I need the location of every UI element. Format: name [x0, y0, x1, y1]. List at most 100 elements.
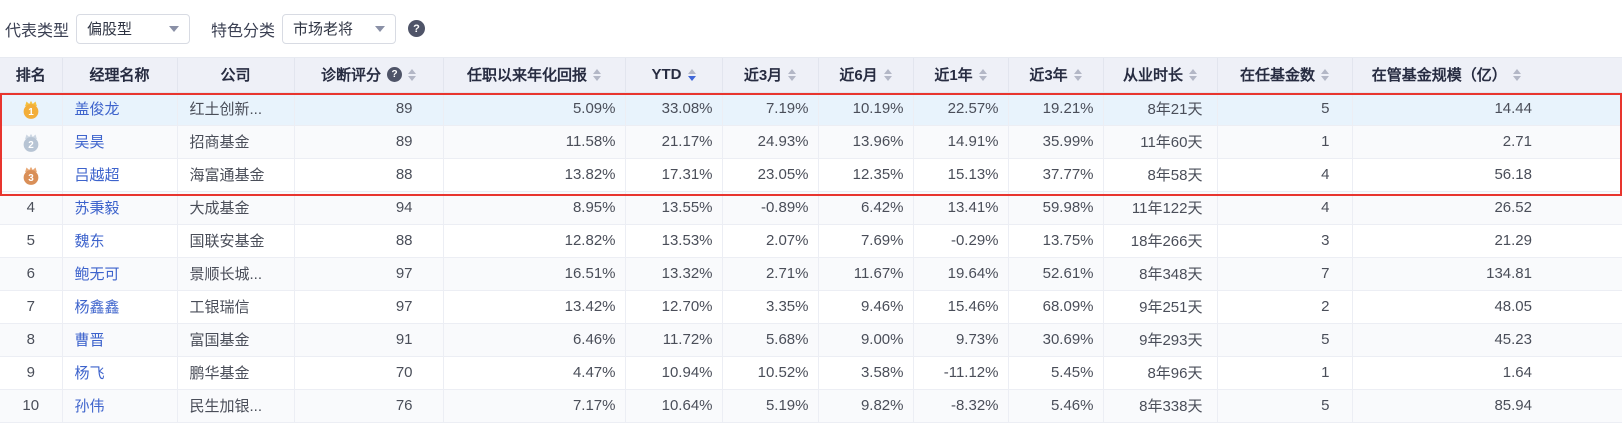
column-header-ytd[interactable]: YTD — [625, 58, 723, 93]
table-row[interactable]: 2 吴昊 招商基金 89 11.58% 21.17% 24.93% 13.96% 14.91% 3… — [0, 125, 1622, 159]
column-header-y3[interactable]: 近3年 — [1008, 58, 1104, 93]
sort-icon[interactable] — [883, 68, 892, 81]
cell-tenure: 8年58天 — [1103, 158, 1218, 192]
cell-tenure: 11年122天 — [1103, 191, 1218, 225]
column-label: 公司 — [220, 67, 251, 85]
column-label: 在管基金规模（亿） — [1371, 67, 1507, 85]
cell-company: 红土创新... — [177, 92, 295, 126]
cell-name: 吕越超 — [62, 158, 178, 192]
cell-name: 吴昊 — [62, 125, 178, 159]
cell-m6: 12.35% — [818, 158, 914, 192]
cell-m6: 6.42% — [818, 191, 914, 225]
column-header-score[interactable]: 诊断评分? — [294, 58, 444, 93]
cell-rank: 4 — [0, 191, 63, 225]
sort-icon[interactable] — [1321, 68, 1329, 81]
sort-asc-arrow-icon — [883, 68, 892, 74]
sort-icon[interactable] — [1073, 68, 1082, 81]
header-cell: 近6月 — [819, 58, 913, 92]
cell-m3: 23.05% — [722, 158, 819, 192]
cell-rank: 2 — [0, 125, 63, 159]
manager-link[interactable]: 孙伟 — [74, 398, 105, 415]
manager-link[interactable]: 曹晋 — [74, 332, 105, 349]
table-row[interactable]: 9 杨飞 鹏华基金 70 4.47% 10.94% 10.52% 3.58% -11.12% 5.… — [0, 356, 1622, 390]
table-row[interactable]: 1 盖俊龙 红土创新... 89 5.09% 33.08% 7.19% 10.19% 22.57… — [0, 92, 1622, 126]
manager-link[interactable]: 鲍无可 — [74, 266, 120, 283]
sort-desc-arrow-icon — [883, 75, 892, 81]
manager-link[interactable]: 盖俊龙 — [74, 101, 120, 118]
cell-tenure: 8年21天 — [1103, 92, 1218, 126]
manager-link[interactable]: 苏秉毅 — [74, 200, 120, 217]
cell-company: 民生加银... — [177, 389, 295, 423]
cell-m6: 13.96% — [818, 125, 914, 159]
cell-score: 91 — [294, 323, 444, 357]
column-label: 从业时长 — [1122, 67, 1183, 85]
cell-annualized: 6.46% — [443, 323, 626, 357]
cell-aum: 45.23 — [1352, 323, 1622, 357]
sort-icon[interactable] — [1512, 68, 1521, 81]
manager-link[interactable]: 杨飞 — [74, 365, 105, 382]
feature-category-value: 市场老将 — [293, 21, 354, 38]
cell-fund_count: 7 — [1217, 257, 1353, 291]
cell-y1: 9.73% — [913, 323, 1009, 357]
manager-link[interactable]: 吕越超 — [74, 167, 120, 184]
column-header-fund_count[interactable]: 在任基金数 — [1217, 58, 1353, 93]
sort-desc-arrow-icon — [978, 75, 987, 81]
sort-icon[interactable] — [1189, 68, 1197, 81]
cell-aum: 2.71 — [1352, 125, 1622, 159]
sort-icon[interactable] — [978, 68, 987, 81]
table-row[interactable]: 4 苏秉毅 大成基金 94 8.95% 13.55% -0.89% 6.42% 13.41% 59… — [0, 191, 1622, 225]
column-header-name: 经理名称 — [62, 58, 178, 93]
table-row[interactable]: 7 杨鑫鑫 工银瑞信 97 13.42% 12.70% 3.35% 9.46% 15.46% 68… — [0, 290, 1622, 324]
table-row[interactable]: 6 鲍无可 景顺长城... 97 16.51% 13.32% 2.71% 11.67% 19.6… — [0, 257, 1622, 291]
table-row[interactable]: 10 孙伟 民生加银... 76 7.17% 10.64% 5.19% 9.82% -8.32%… — [0, 389, 1622, 423]
header-cell: 排名 — [0, 58, 62, 92]
manager-link[interactable]: 杨鑫鑫 — [74, 299, 120, 316]
cell-y3: 5.45% — [1008, 356, 1104, 390]
medal-bronze-icon: 3 — [23, 166, 39, 185]
cell-score: 97 — [294, 257, 444, 291]
cell-y3: 52.61% — [1008, 257, 1104, 291]
sort-icon[interactable] — [408, 68, 416, 81]
sort-desc-arrow-icon — [1073, 75, 1082, 81]
column-label: 诊断评分 — [320, 67, 381, 85]
column-header-m3[interactable]: 近3月 — [722, 58, 819, 93]
cell-rank: 1 — [0, 92, 63, 126]
column-header-m6[interactable]: 近6月 — [818, 58, 914, 93]
cell-y1: 13.41% — [913, 191, 1009, 225]
cell-score: 76 — [294, 389, 444, 423]
cell-fund_count: 4 — [1217, 191, 1353, 225]
svg-text:1: 1 — [28, 106, 34, 117]
sort-icon[interactable] — [788, 68, 797, 81]
sort-asc-arrow-icon — [788, 68, 797, 74]
column-header-rank: 排名 — [0, 58, 63, 93]
column-header-tenure[interactable]: 从业时长 — [1103, 58, 1218, 93]
header-cell: 在任基金数 — [1218, 58, 1352, 92]
table-row[interactable]: 3 吕越超 海富通基金 88 13.82% 17.31% 23.05% 12.35% 15.13… — [0, 158, 1622, 192]
table-row[interactable]: 8 曹晋 富国基金 91 6.46% 11.72% 5.68% 9.00% 9.73% 30.69… — [0, 323, 1622, 357]
fund-manager-ranking-table: 排名 经理名称 公司 诊断评分? 任职以来年化回报 YTD 近3月 近6月 近1年 近3年 从业时长… — [0, 57, 1622, 423]
column-header-y1[interactable]: 近1年 — [913, 58, 1009, 93]
feature-category-select[interactable]: 市场老将 — [282, 13, 397, 44]
cell-ytd: 10.94% — [625, 356, 723, 390]
help-icon[interactable]: ? — [387, 67, 402, 83]
cell-y3: 13.75% — [1008, 224, 1104, 258]
sort-icon[interactable] — [687, 68, 696, 81]
cell-score: 88 — [294, 224, 444, 258]
column-header-aum[interactable]: 在管基金规模（亿） — [1352, 58, 1622, 93]
help-icon[interactable]: ? — [408, 20, 426, 37]
column-header-annualized[interactable]: 任职以来年化回报 — [443, 58, 626, 93]
sort-desc-arrow-icon — [1321, 75, 1329, 81]
cell-rank: 6 — [0, 257, 63, 291]
cell-aum: 85.94 — [1352, 389, 1622, 423]
manager-link[interactable]: 魏东 — [74, 233, 105, 250]
header-cell: 诊断评分? — [295, 58, 443, 92]
cell-m3: 3.35% — [722, 290, 819, 324]
sort-desc-arrow-icon — [593, 75, 601, 81]
manager-link[interactable]: 吴昊 — [74, 134, 105, 151]
rep-type-select[interactable]: 偏股型 — [76, 13, 191, 44]
header-cell: 公司 — [178, 58, 294, 92]
table-row[interactable]: 5 魏东 国联安基金 88 12.82% 13.53% 2.07% 7.69% -0.29% 13… — [0, 224, 1622, 258]
sort-desc-arrow-icon — [408, 75, 416, 81]
column-label: 经理名称 — [89, 67, 150, 85]
sort-icon[interactable] — [593, 68, 601, 81]
